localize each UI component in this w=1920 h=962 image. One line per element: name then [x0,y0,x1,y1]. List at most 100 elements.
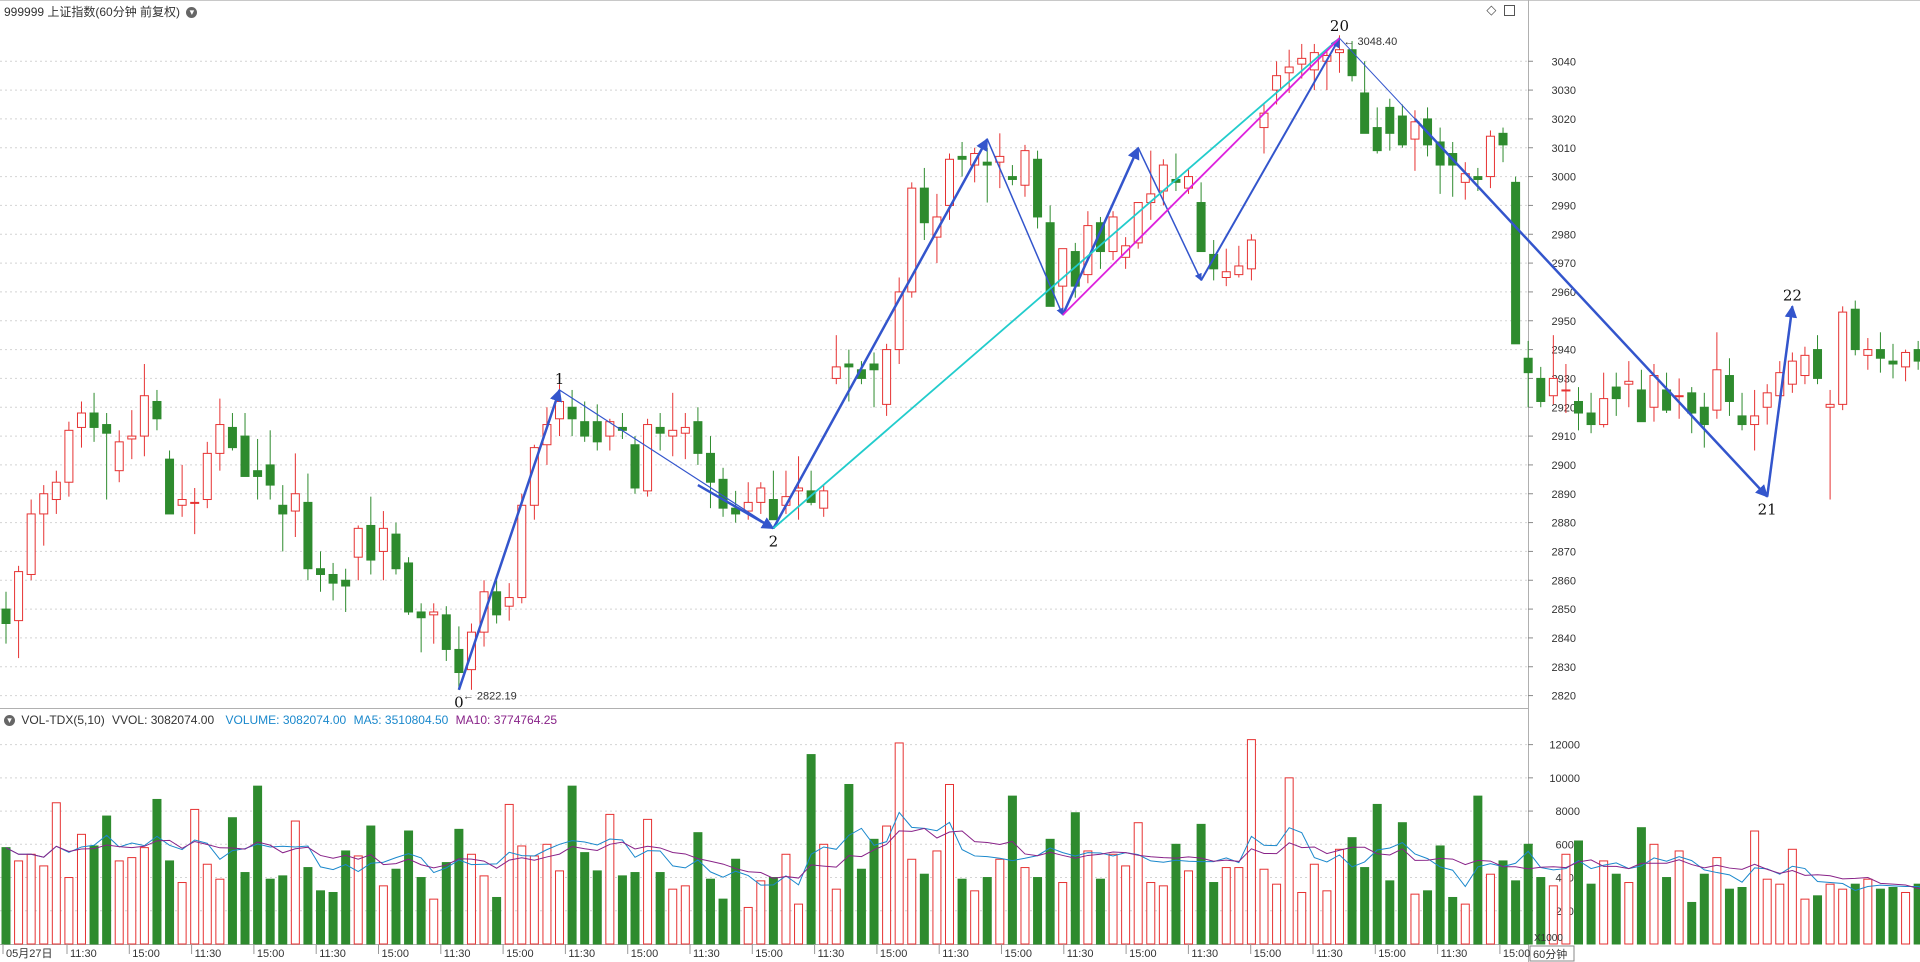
candle-body [1901,351,1911,368]
diamond-icon[interactable]: ◇ [1486,2,1497,17]
volume-bar [14,860,24,945]
candle-body [1347,49,1357,77]
volume-bar [1334,848,1344,945]
candle-body [1,608,11,624]
time-tick-label: 15:00 [506,948,534,960]
volume-bar [1800,898,1810,945]
volume-bar [1121,865,1131,945]
candle-body [1020,150,1030,186]
volume-bar [995,858,1005,945]
volume-bar [580,852,590,945]
price-tick-label: 2940 [1552,345,1576,357]
volume-bar [1272,883,1282,945]
volume-bar [89,845,99,945]
candle-body [605,421,615,437]
wave-line [697,484,775,530]
candle-body [378,527,388,552]
volume-bar [517,845,527,945]
volume-bar [806,754,816,945]
volume-bar [982,877,992,945]
price-tick-label: 3020 [1552,114,1576,126]
candle-body [970,153,980,166]
volume-bar [1687,901,1697,945]
volume-bar [391,868,401,945]
wave-point-label: 2 [769,532,779,550]
candle-body [14,571,24,622]
volume-bar [907,858,917,945]
wave-line [1339,37,1416,120]
candle-body [1435,141,1445,166]
candle-body [202,452,212,501]
candle-body [1737,415,1747,426]
candle-body [391,533,401,570]
candle-body [1007,176,1017,180]
volume-bar [127,857,137,945]
time-tick-label: 15:00 [1378,948,1406,960]
volume-bar [215,878,225,945]
chevron-down-icon[interactable]: ▾ [4,715,15,727]
candle-body [555,400,565,420]
volume-bar [190,808,200,945]
candle-body [39,493,49,515]
candle-body [441,614,451,650]
volume-bar [265,878,275,945]
volume-bar [1007,795,1017,945]
volume-bar [416,877,426,945]
volume-bar [1850,883,1860,945]
volume-bar [542,843,552,945]
volume-bar [819,843,829,945]
volume-bar [479,875,489,945]
candle-body [1599,398,1609,426]
volume-bar [1033,877,1043,945]
price-tick-label: 2840 [1552,633,1576,645]
wave-line [1200,37,1341,281]
candle-body [429,611,439,616]
time-tick-label: 15:00 [631,948,659,960]
volume-bar [831,888,841,945]
volume-bar [441,862,451,945]
price-tick-label: 3040 [1552,56,1576,68]
candle-body [1523,357,1533,374]
candle-body [265,464,275,486]
candle-body [341,579,351,587]
candle-body [705,452,715,483]
candle-body [102,424,112,434]
panel-toggle-icon[interactable] [1504,5,1515,17]
candle-body [945,158,954,206]
time-tick-label: 11:30 [195,948,222,960]
candle-body [1297,57,1307,65]
volume-bar [768,877,778,945]
volume-bar [693,832,703,945]
candle-body [517,504,527,599]
candle-body [1473,176,1483,180]
time-tick-label: 15:00 [880,948,908,960]
price-tick-label: 2960 [1552,287,1576,299]
vvol-value: VVOL: 3082074.00 [112,713,215,727]
time-tick-label: 15:00 [382,948,410,960]
volume-bar [1498,860,1508,945]
wave-line [986,138,1064,316]
volume-tick-label: 12000 [1549,740,1580,752]
volume-indicator-name: VOL-TDX(5,10) [21,713,105,727]
candle-body [1397,115,1407,146]
candle-body [882,349,892,405]
candle-body [278,504,288,515]
volume-bar [1397,822,1407,945]
price-tick-label: 2870 [1552,546,1576,558]
candle-body [1536,377,1546,402]
candle-body [1221,271,1231,279]
price-tick-label: 2910 [1552,431,1576,443]
candle-body [215,424,225,454]
candle-body [680,426,690,434]
volume-bar [655,872,665,945]
candle-body [190,501,200,504]
chevron-down-icon[interactable]: ▾ [186,7,198,19]
volume-bar [1435,845,1445,945]
volume-bar [844,783,854,945]
price-tick-label: 3010 [1552,143,1576,155]
volume-bar [1108,853,1118,945]
wave-line [1137,147,1202,282]
volume-bar [894,742,904,945]
volume-bar [1385,880,1395,945]
